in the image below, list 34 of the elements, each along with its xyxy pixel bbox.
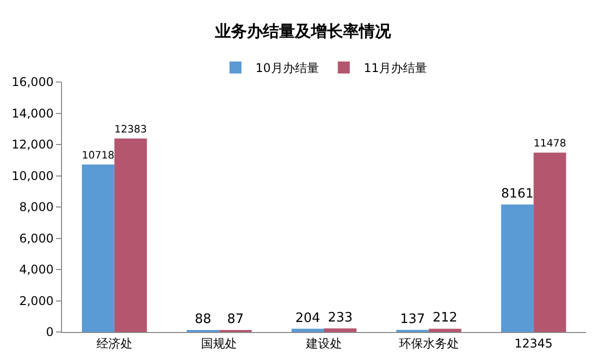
y-tick-label: 16,000 [12, 75, 54, 90]
y-tick-label: 12,000 [12, 138, 54, 152]
data-label: 212 [432, 310, 458, 326]
data-label: 87 [227, 312, 244, 327]
legend-label: 11月办结量 [364, 61, 428, 76]
x-tick-label: 环保水务处 [398, 336, 459, 350]
data-label: 204 [295, 310, 320, 326]
data-label: 8161 [501, 186, 534, 202]
x-tick-label: 经济处 [96, 336, 132, 350]
bar [534, 152, 566, 332]
bar [114, 138, 147, 332]
bar [82, 164, 114, 332]
x-tick-label: 12345 [514, 336, 553, 350]
y-tick-label: 14,000 [12, 106, 54, 120]
y-tick-label: 10,000 [12, 168, 54, 183]
legend-label: 10月办结量 [256, 61, 319, 76]
bar [428, 328, 462, 332]
data-label: 12383 [114, 124, 147, 136]
bar [501, 204, 534, 332]
y-tick-label: 2,000 [19, 294, 54, 308]
data-label: 11478 [534, 138, 566, 150]
y-tick-label: 0 [46, 325, 54, 340]
data-label: 233 [328, 310, 353, 326]
y-tick-label: 4,000 [19, 262, 54, 277]
y-tick-label: 8,000 [19, 200, 54, 214]
x-tick-label: 建设处 [305, 336, 342, 350]
chart-title: 业务办结量及增长率情况 [214, 22, 392, 41]
data-label: 137 [400, 312, 425, 327]
y-tick-label: 6,000 [19, 231, 54, 246]
bar [324, 328, 356, 332]
data-label: 10718 [82, 150, 114, 162]
x-tick-label: 国规处 [201, 336, 238, 350]
data-label: 88 [194, 312, 212, 327]
bar [292, 328, 324, 332]
